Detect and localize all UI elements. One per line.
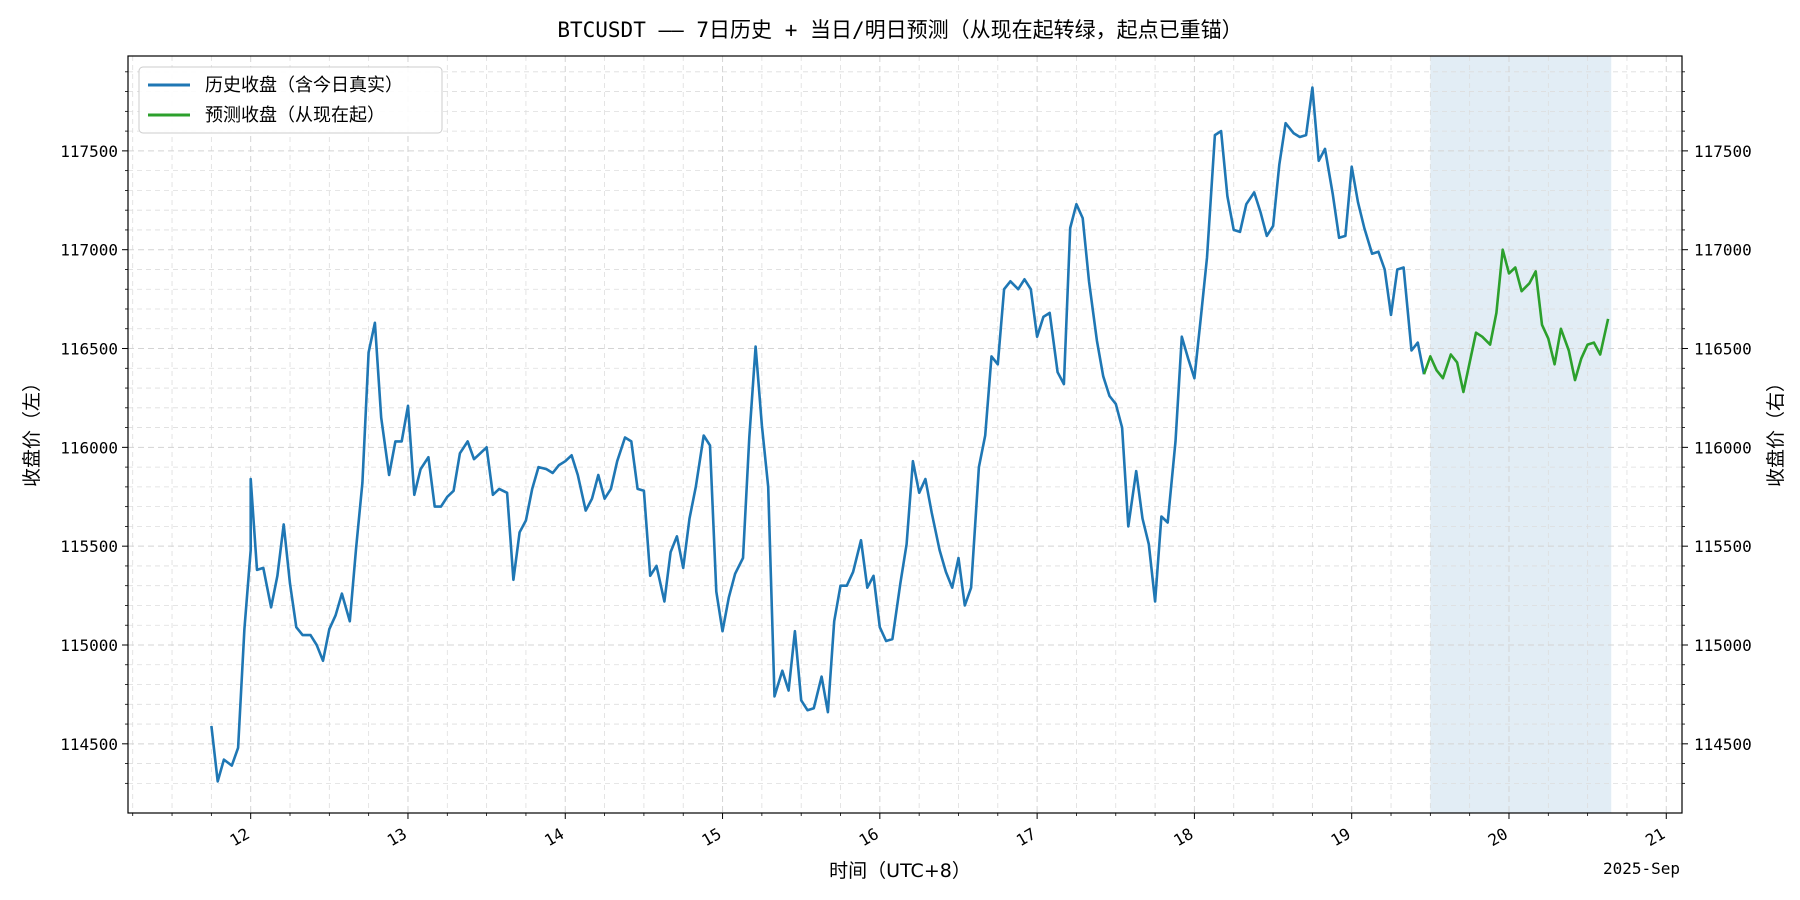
legend: 历史收盘（含今日真实） 预测收盘（从现在起） — [138, 66, 443, 134]
y-tick-label-right: 117500 — [1694, 142, 1752, 161]
x-axis-title: 时间（UTC+8） — [829, 860, 971, 882]
y-tick-label-right: 116500 — [1694, 340, 1752, 359]
legend-label-forecast: 预测收盘（从现在起） — [205, 105, 385, 126]
series-line-forecast — [1422, 248, 1610, 394]
y-tick-label-left: 117500 — [60, 142, 118, 161]
chart-title: BTCUSDT —— 7日历史 + 当日/明日预测（从现在起转绿，起点已重锚） — [557, 18, 1242, 42]
x-axis-offset-label: 2025-Sep — [1603, 859, 1680, 878]
y-tick-label-left: 115000 — [60, 636, 118, 655]
y-tick-label-left: 116500 — [60, 340, 118, 359]
y-tick-label-left: 116000 — [60, 438, 118, 457]
forecast-window-shade — [1430, 56, 1612, 813]
y-tick-label-right: 115500 — [1694, 537, 1752, 556]
y-tick-label-right: 114500 — [1694, 735, 1752, 754]
y-tick-label-right: 117000 — [1694, 241, 1752, 260]
legend-label-history: 历史收盘（含今日真实） — [205, 75, 403, 96]
y-tick-label-left: 114500 — [60, 735, 118, 754]
y-axis-title-left: 收盘价（左） — [21, 373, 43, 487]
y-axis-title-right: 收盘价（右） — [1765, 373, 1787, 487]
y-tick-label-left: 117000 — [60, 241, 118, 260]
y-tick-label-right: 115000 — [1694, 636, 1752, 655]
series-line-history — [210, 86, 1426, 783]
y-tick-label-right: 116000 — [1694, 438, 1752, 457]
plot-area: 114500 114500 115000 115000 115500 115500 1160… — [60, 55, 1752, 850]
legend-box — [138, 66, 443, 134]
plot-frame — [127, 55, 1683, 814]
y-tick-label-left: 115500 — [60, 537, 118, 556]
